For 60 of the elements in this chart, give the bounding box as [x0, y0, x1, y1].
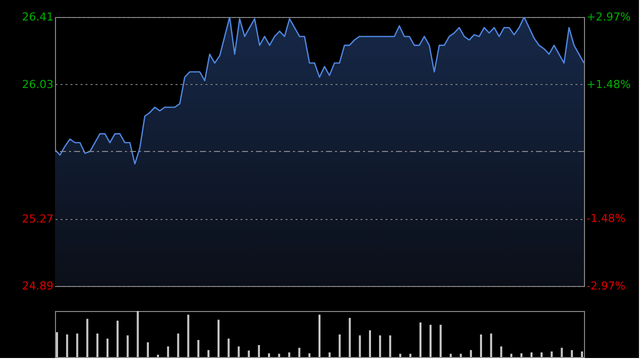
bar — [430, 324, 432, 357]
bar — [96, 334, 98, 357]
bar — [389, 335, 392, 357]
bar — [76, 334, 78, 357]
bar — [328, 352, 331, 357]
bar — [409, 354, 412, 357]
y2-tick-label: +2.97% — [586, 10, 631, 24]
bar — [550, 351, 553, 357]
bar — [368, 330, 371, 357]
bar — [278, 354, 280, 357]
bar — [167, 346, 170, 357]
bar — [136, 311, 139, 357]
y-tick-label: 25.27 — [22, 212, 54, 226]
bar — [500, 346, 502, 357]
bar — [238, 346, 240, 357]
bar — [298, 348, 300, 357]
bar — [66, 334, 68, 357]
bar — [126, 335, 129, 357]
bar — [258, 345, 260, 357]
bar — [419, 322, 422, 357]
bar — [540, 352, 543, 357]
y-tick-label: 24.89 — [22, 280, 54, 292]
bar — [116, 320, 119, 357]
bar — [146, 342, 149, 357]
bar — [580, 351, 583, 357]
bar — [268, 353, 270, 357]
y-tick-label: 26.41 — [22, 10, 54, 24]
bar — [520, 353, 522, 357]
bar — [379, 335, 382, 357]
y2-tick-label: -2.97% — [586, 280, 626, 292]
bar — [348, 318, 351, 357]
bar — [248, 350, 250, 357]
bar — [490, 334, 492, 357]
bar — [86, 318, 88, 357]
bar — [106, 338, 109, 357]
bar — [228, 338, 230, 357]
bar — [358, 335, 361, 357]
bar — [560, 348, 563, 357]
bar — [318, 314, 321, 357]
bar — [338, 334, 341, 357]
bar — [399, 354, 402, 357]
bar — [56, 332, 58, 357]
bar — [530, 352, 533, 357]
bar — [480, 334, 482, 357]
bar — [308, 353, 310, 357]
y-tick-label: 26.03 — [22, 78, 54, 91]
bar — [197, 340, 200, 357]
bar — [450, 354, 452, 357]
bar — [288, 352, 290, 357]
bar — [510, 354, 512, 357]
bar — [470, 350, 472, 357]
bar — [177, 334, 180, 357]
bar — [218, 320, 220, 357]
bar — [187, 314, 190, 357]
bar — [570, 350, 573, 357]
bar — [440, 324, 442, 357]
bar — [460, 354, 462, 357]
bar — [207, 350, 210, 357]
y2-tick-label: +1.48% — [586, 78, 631, 91]
y2-tick-label: -1.48% — [586, 212, 626, 226]
